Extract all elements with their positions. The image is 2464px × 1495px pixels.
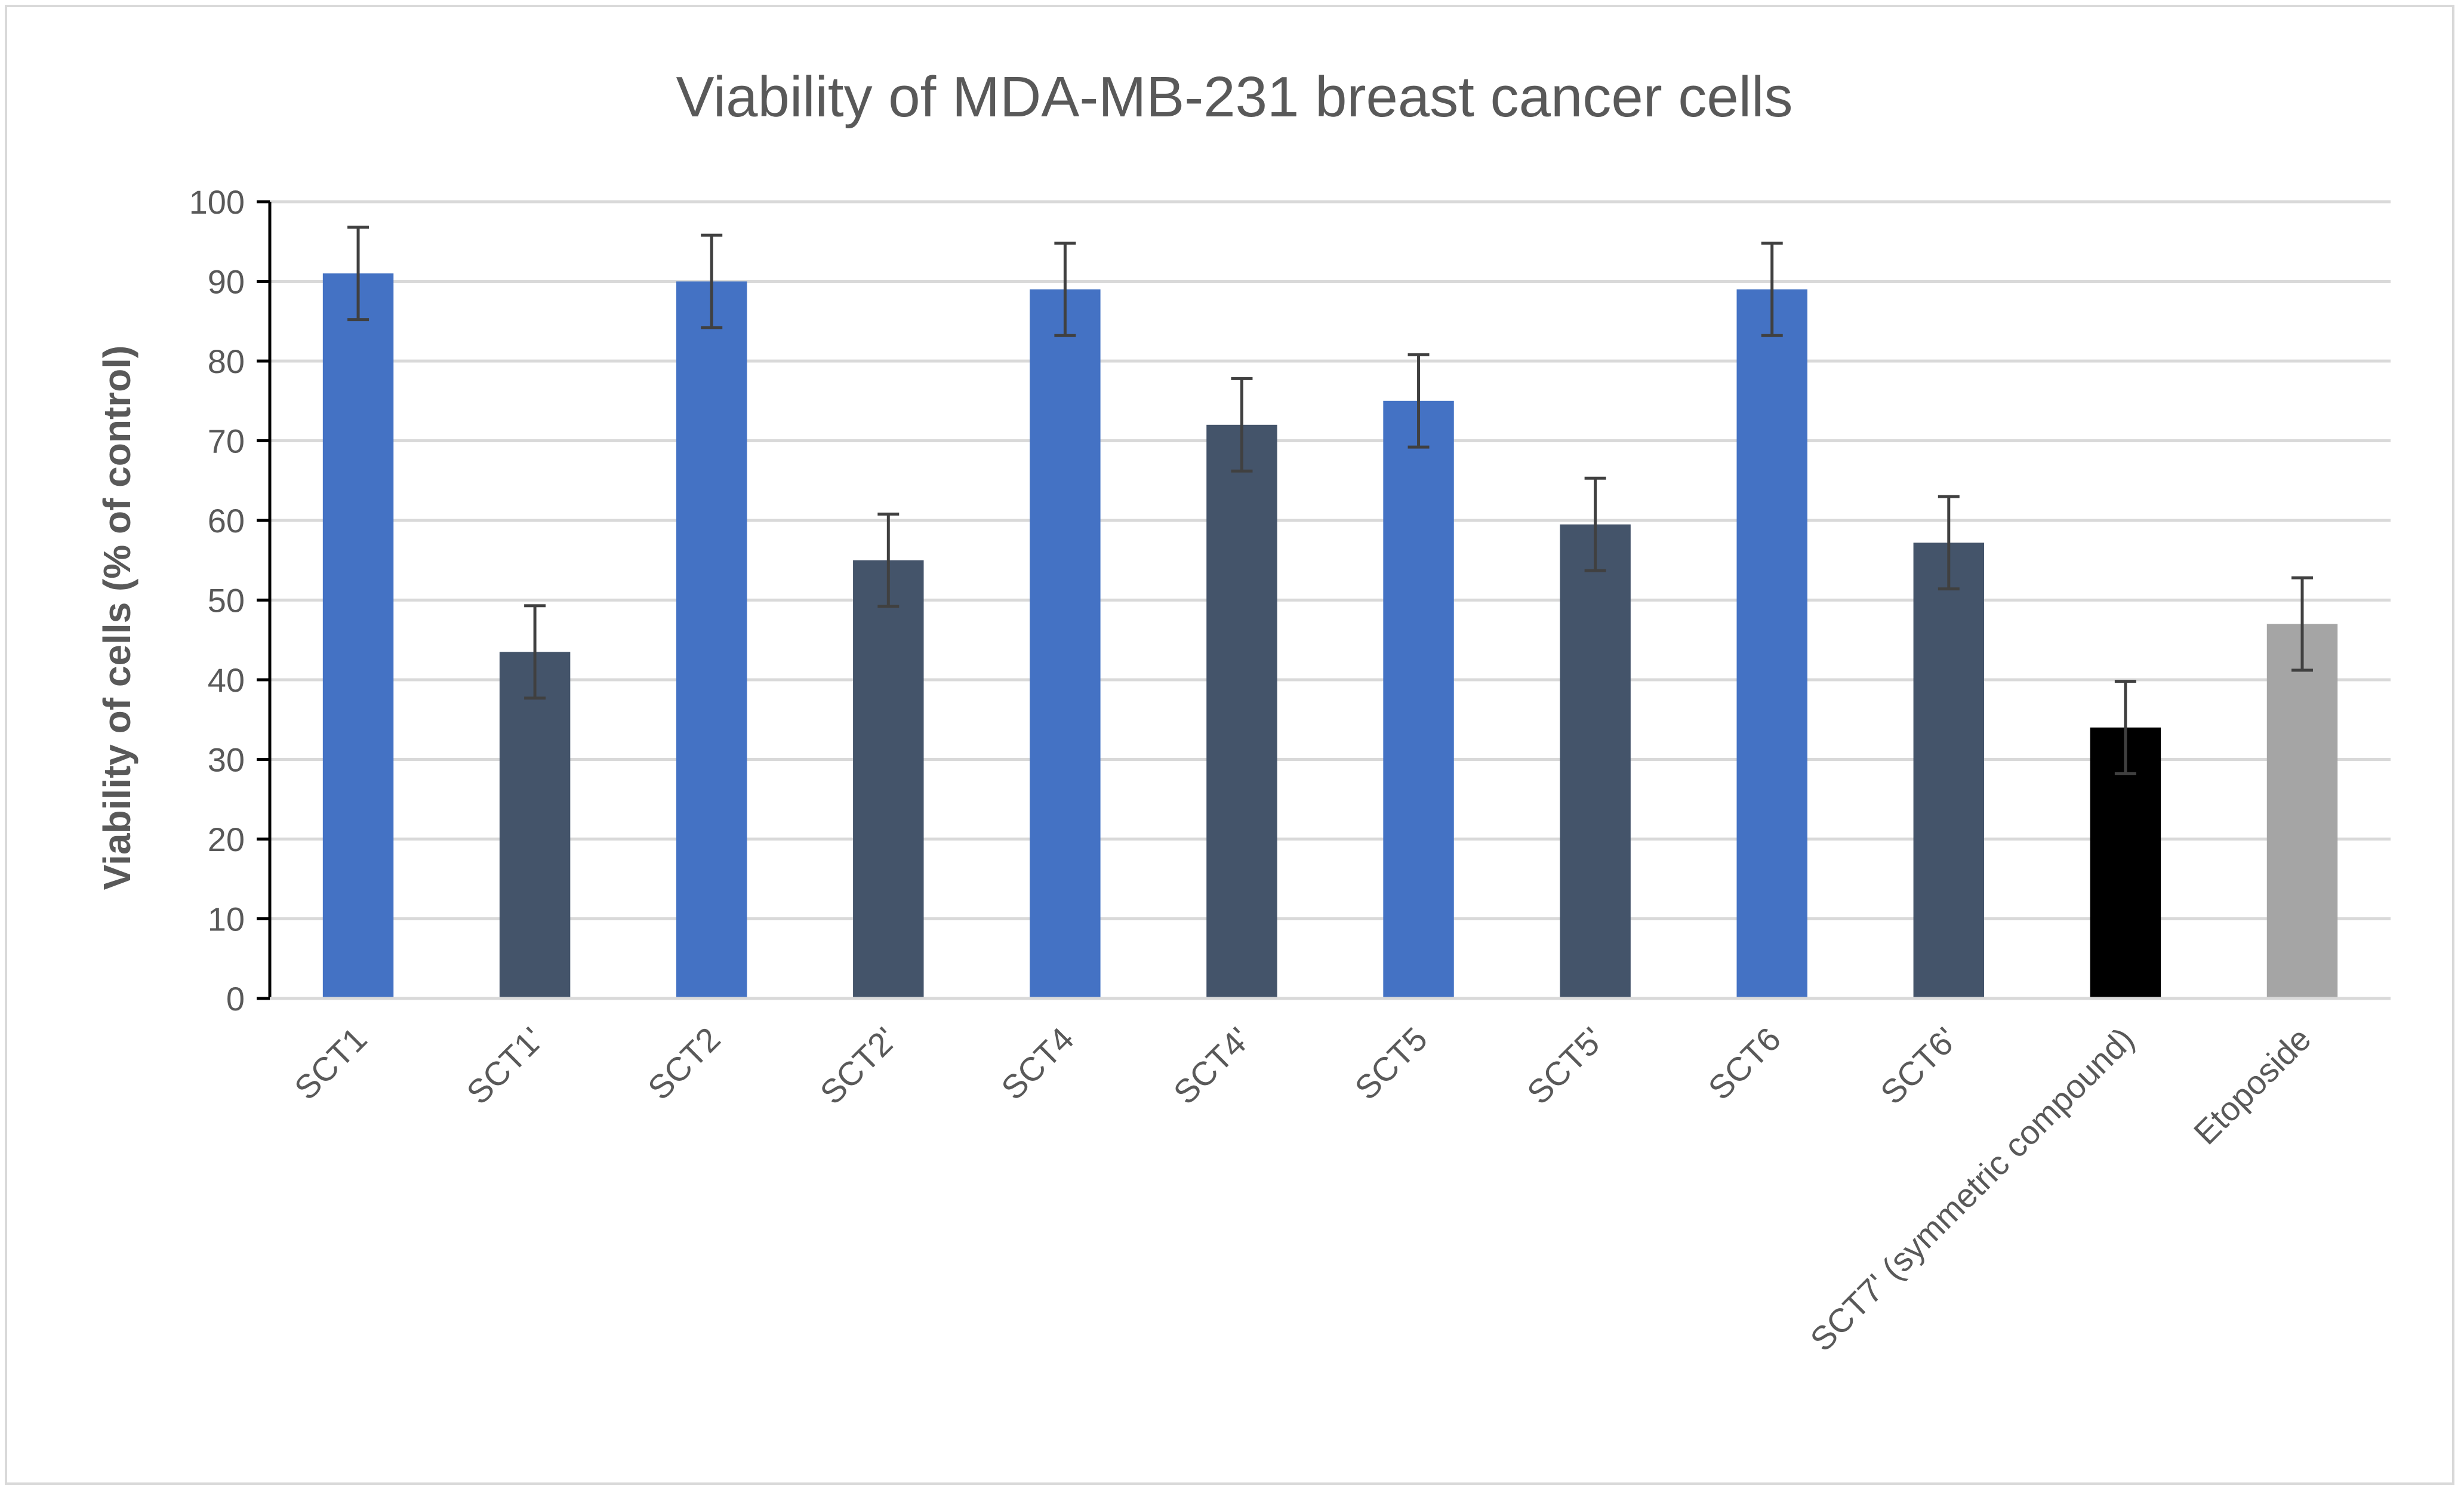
bar	[1736, 289, 1807, 999]
y-tick-label: 80	[208, 343, 245, 380]
y-axis-ticks: 0 10 20 30 40 50 60 70 80 90 100	[189, 183, 245, 1018]
x-tick-label: SCT1	[287, 1020, 374, 1107]
y-tick-label: 50	[208, 582, 245, 619]
x-tick-label: Etoposide	[2186, 1020, 2318, 1152]
x-tick-label: SCT2'	[812, 1020, 904, 1111]
bar	[676, 281, 747, 998]
x-tick-label: SCT7' (symmetric compound)	[1803, 1020, 2141, 1358]
chart-title: Viability of MDA-MB-231 breast cancer ce…	[676, 65, 1793, 129]
x-tick-label: SCT6'	[1873, 1020, 1964, 1111]
bar	[499, 652, 571, 998]
bars	[322, 273, 2338, 999]
y-tick-label: 90	[208, 263, 245, 301]
bar	[853, 560, 924, 998]
bar	[1383, 400, 1454, 998]
y-tick-label: 10	[208, 901, 245, 938]
axes	[257, 200, 2391, 1000]
x-tick-label: SCT4	[994, 1020, 1081, 1107]
bar	[1030, 289, 1101, 999]
gridlines	[270, 200, 2391, 920]
x-tick-label: SCT6	[1701, 1020, 1788, 1107]
x-tick-label: SCT5'	[1520, 1020, 1611, 1111]
x-tick-label: SCT1'	[459, 1020, 550, 1111]
y-tick-label: 20	[208, 821, 245, 858]
bar	[1560, 524, 1631, 998]
y-tick-label: 60	[208, 502, 245, 540]
x-tick-label: SCT5	[1347, 1020, 1434, 1107]
bar	[1913, 542, 1985, 998]
x-tick-label: SCT2	[640, 1020, 728, 1107]
y-tick-label: 30	[208, 741, 245, 779]
x-axis-ticks: SCT1 SCT1' SCT2 SCT2' SCT4 SCT4' SCT5 SCT5' SCT6…	[287, 1020, 2318, 1358]
y-tick-label: 40	[208, 661, 245, 699]
error-bars	[347, 226, 2313, 776]
y-axis-label: Viability of cells (% of control)	[96, 346, 138, 890]
bar	[322, 273, 394, 998]
y-tick-label: 70	[208, 423, 245, 460]
x-tick-label: SCT4'	[1166, 1020, 1258, 1111]
y-tick-label: 0	[226, 980, 245, 1018]
bar	[2266, 624, 2338, 998]
y-tick-label: 100	[189, 183, 245, 221]
bar	[1206, 424, 1277, 998]
